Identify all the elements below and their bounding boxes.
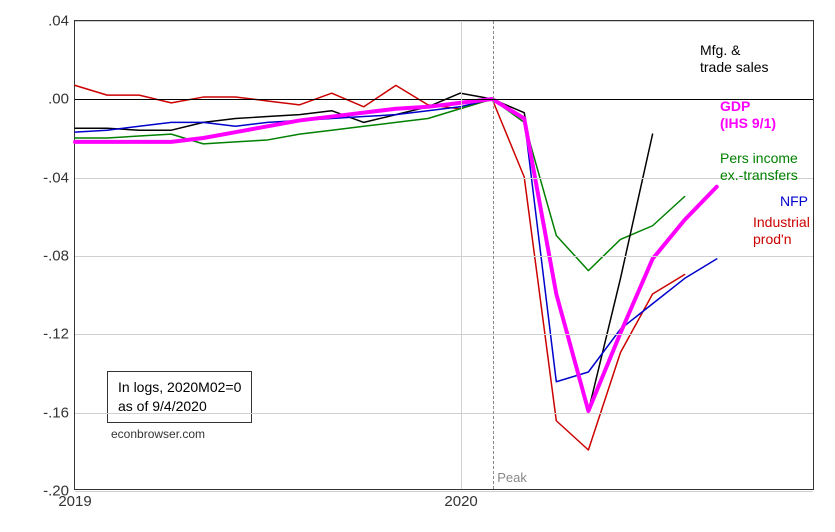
x-tick-label: 2020	[444, 493, 477, 510]
annotation-pers-line1: Pers income	[720, 150, 798, 167]
source-label: econbrowser.com	[111, 427, 205, 441]
annotation-ind-line2: prod'n	[753, 231, 810, 248]
info-line-1: In logs, 2020M02=0	[118, 378, 241, 397]
plot-area: In logs, 2020M02=0 as of 9/4/2020 econbr…	[74, 20, 814, 490]
gridline-h	[75, 334, 813, 335]
gridline-h	[75, 21, 813, 22]
gridline-h	[75, 256, 813, 257]
gridline-v	[461, 21, 462, 489]
gridline-h	[75, 413, 813, 414]
y-tick-label: -.16	[43, 404, 69, 421]
series-pers-income	[75, 99, 685, 271]
y-tick-label: -.08	[43, 248, 69, 265]
peak-label: Peak	[497, 470, 527, 485]
y-tick-label: -.04	[43, 169, 69, 186]
annotation-industrial: Industrial prod'n	[753, 214, 810, 248]
annotation-pers-line2: ex.-transfers	[720, 167, 798, 184]
gridline-h	[75, 178, 813, 179]
annotation-gdp: GDP (IHS 9/1)	[720, 98, 776, 132]
annotation-mfg-line2: trade sales	[700, 59, 768, 76]
gridline-h	[75, 491, 813, 492]
annotation-pers-income: Pers income ex.-transfers	[720, 150, 798, 184]
annotation-nfp: NFP	[780, 193, 808, 210]
zero-line	[75, 99, 813, 100]
annotation-gdp-line1: GDP	[720, 98, 776, 115]
annotation-mfg-sales: Mfg. & trade sales	[700, 42, 768, 76]
annotation-mfg-line1: Mfg. &	[700, 42, 768, 59]
y-tick-label: -.12	[43, 326, 69, 343]
annotation-ind-line1: Industrial	[753, 214, 810, 231]
x-tick-label: 2019	[58, 493, 91, 510]
y-tick-label: .04	[48, 13, 69, 30]
y-tick-label: .00	[48, 91, 69, 108]
info-box: In logs, 2020M02=0 as of 9/4/2020	[107, 371, 252, 423]
series-gdp	[75, 99, 717, 411]
chart-container: In logs, 2020M02=0 as of 9/4/2020 econbr…	[0, 0, 835, 532]
annotation-gdp-line2: (IHS 9/1)	[720, 115, 776, 132]
peak-line	[493, 21, 494, 489]
